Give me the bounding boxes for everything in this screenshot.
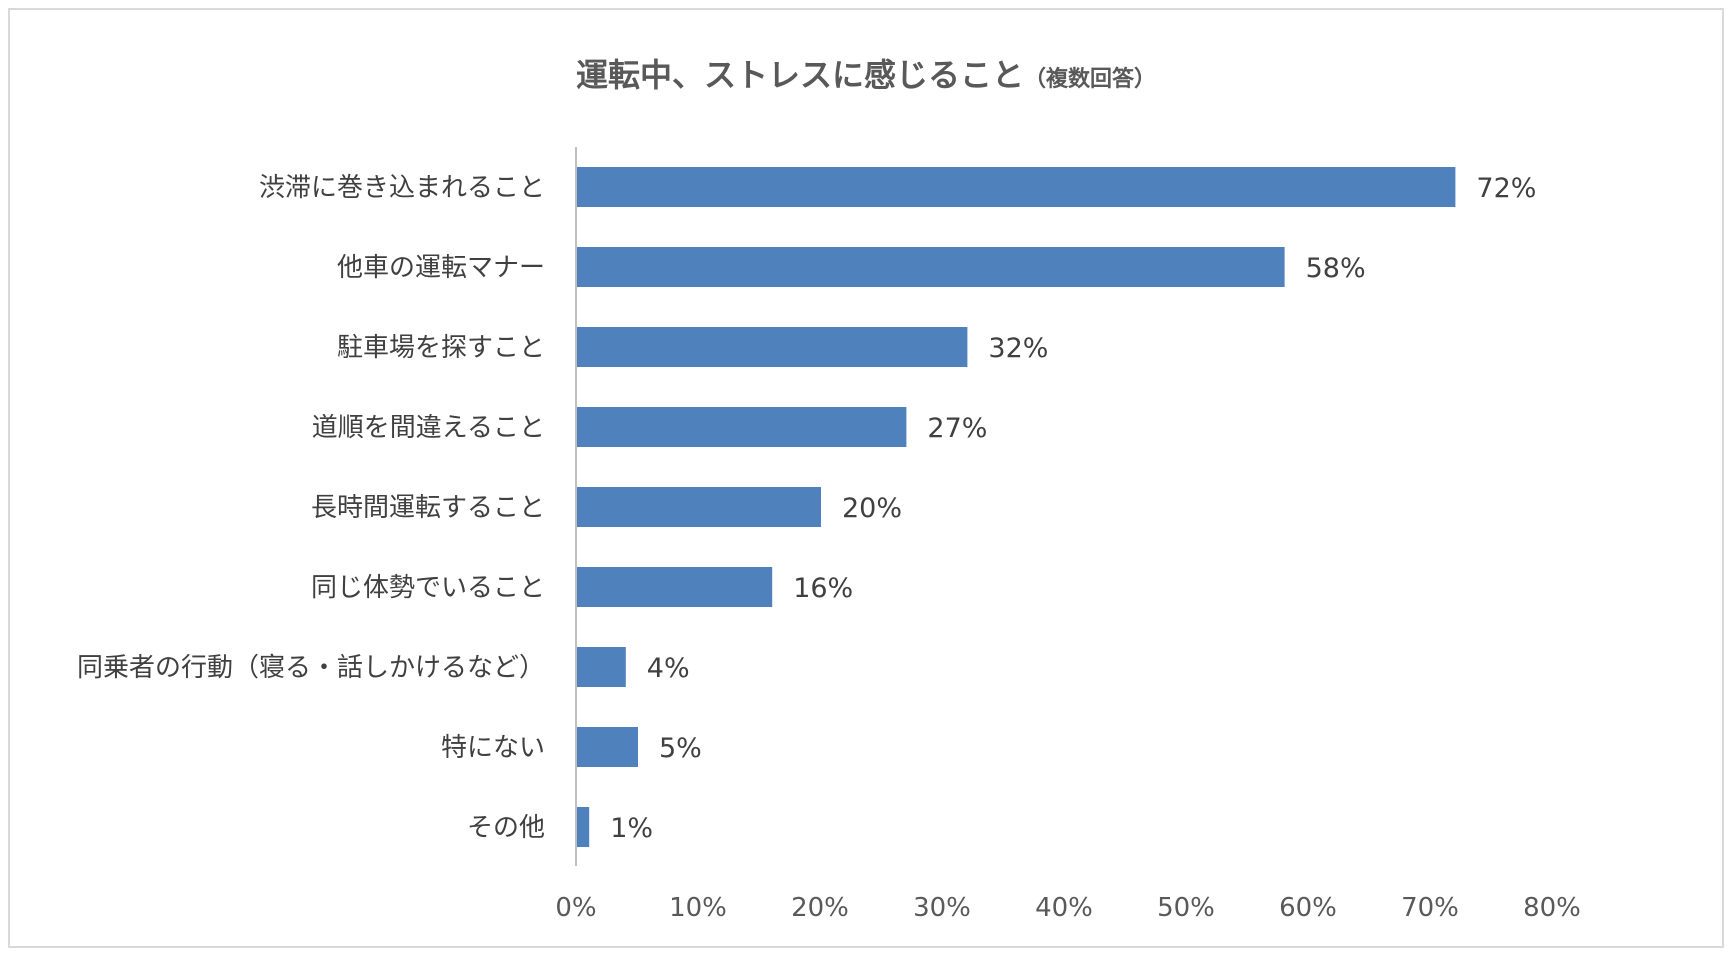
- category-label-8: その他: [467, 813, 545, 843]
- bar-1: [577, 247, 1285, 287]
- x-tick-label-0: 0%: [555, 893, 596, 923]
- category-label-2: 駐車場を探すこと: [337, 333, 545, 363]
- x-tick-label-7: 70%: [1401, 893, 1459, 923]
- bar-0: [577, 167, 1456, 207]
- category-label-7: 特にない: [441, 733, 545, 763]
- data-label-8: 1%: [610, 813, 653, 844]
- data-label-7: 5%: [659, 733, 702, 764]
- bar-2: [577, 327, 968, 367]
- data-label-1: 58%: [1306, 253, 1366, 284]
- chart-title-subtitle: （複数回答）: [1024, 67, 1157, 92]
- bar-6: [577, 647, 626, 687]
- data-label-2: 32%: [988, 333, 1048, 364]
- data-label-3: 27%: [927, 413, 987, 444]
- x-tick-label-6: 60%: [1279, 893, 1337, 923]
- category-label-6: 同乗者の行動（寝る・話しかけるなど）: [77, 653, 545, 683]
- x-tick-label-1: 10%: [669, 893, 727, 923]
- data-label-5: 16%: [793, 573, 853, 604]
- chart-title-main: 運転中、ストレスに感じること: [575, 56, 1024, 94]
- bar-4: [577, 487, 821, 527]
- chart-frame: 運転中、ストレスに感じること（複数回答）: [8, 8, 1724, 948]
- chart-title: 運転中、ストレスに感じること（複数回答）: [10, 50, 1722, 96]
- x-tick-label-8: 80%: [1523, 893, 1581, 923]
- x-tick-label-4: 40%: [1035, 893, 1093, 923]
- data-label-0: 72%: [1476, 173, 1536, 204]
- category-label-5: 同じ体勢でいること: [311, 573, 545, 603]
- x-tick-label-2: 20%: [791, 893, 849, 923]
- bar-3: [577, 407, 907, 447]
- x-tick-label-5: 50%: [1157, 893, 1215, 923]
- bar-5: [577, 567, 773, 607]
- bar-7: [577, 727, 638, 767]
- data-label-4: 20%: [842, 493, 902, 524]
- category-label-1: 他車の運転マナー: [337, 253, 545, 283]
- category-label-0: 渋滞に巻き込まれること: [259, 173, 545, 203]
- category-label-4: 長時間運転すること: [311, 493, 545, 523]
- x-tick-label-3: 30%: [913, 893, 971, 923]
- category-label-3: 道順を間違えること: [312, 413, 545, 443]
- bar-8: [577, 807, 590, 847]
- data-label-6: 4%: [647, 653, 690, 684]
